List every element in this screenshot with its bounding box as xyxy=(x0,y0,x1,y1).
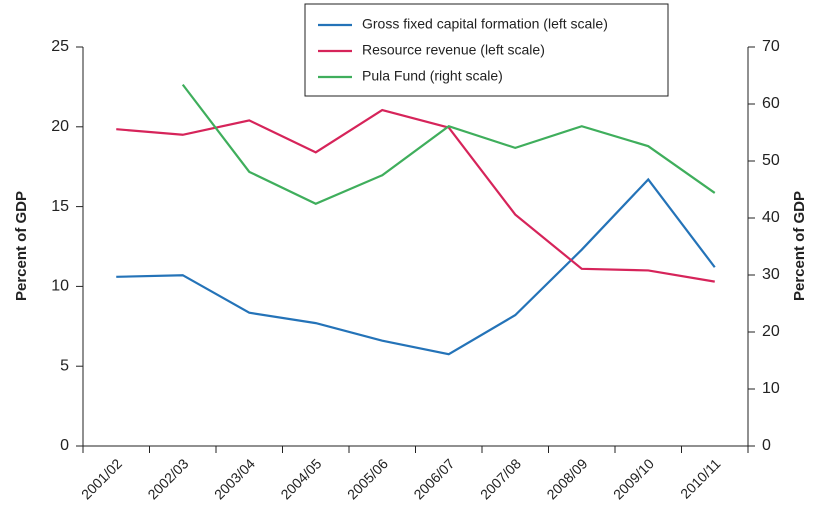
y2-tick-label: 40 xyxy=(762,209,780,226)
y2-axis-label: Percent of GDP xyxy=(791,191,808,301)
x-tick-label: 2004/05 xyxy=(277,455,324,502)
legend-label: Gross fixed capital formation (left scal… xyxy=(362,16,608,32)
y-tick-label: 15 xyxy=(51,198,69,215)
legend-box xyxy=(304,3,669,97)
series-line xyxy=(116,108,715,283)
y2-tick-label: 20 xyxy=(762,323,780,340)
x-tick-label: 2001/02 xyxy=(78,455,125,502)
x-tick-label: 2009/10 xyxy=(610,455,657,502)
y-tick-label: 20 xyxy=(51,118,69,135)
x-tick-label: 2002/03 xyxy=(144,455,191,502)
y2-tick-label: 60 xyxy=(762,95,780,112)
y-axis-label: Percent of GDP xyxy=(13,191,30,301)
y-tick-label: 10 xyxy=(51,278,69,295)
y-tick-label: 0 xyxy=(60,437,69,454)
y2-tick-label: 10 xyxy=(762,380,780,397)
x-tick-label: 2005/06 xyxy=(344,455,391,502)
x-tick-label: 2006/07 xyxy=(410,455,457,502)
y2-tick-label: 0 xyxy=(762,437,771,454)
y2-tick-label: 30 xyxy=(762,266,780,283)
legend-label: Pula Fund (right scale) xyxy=(362,68,503,84)
y-tick-label: 5 xyxy=(60,357,69,374)
y2-tick-label: 70 xyxy=(762,38,780,55)
x-tick-label: 2007/08 xyxy=(477,455,524,502)
x-tick-label: 2008/09 xyxy=(543,455,590,502)
y-tick-label: 25 xyxy=(51,38,69,55)
legend-label: Resource revenue (left scale) xyxy=(362,42,545,58)
x-tick-label: 2010/11 xyxy=(677,455,724,502)
series-line xyxy=(116,177,716,356)
x-tick-label: 2003/04 xyxy=(211,455,258,502)
series-line xyxy=(181,83,716,205)
y2-tick-label: 50 xyxy=(762,152,780,169)
